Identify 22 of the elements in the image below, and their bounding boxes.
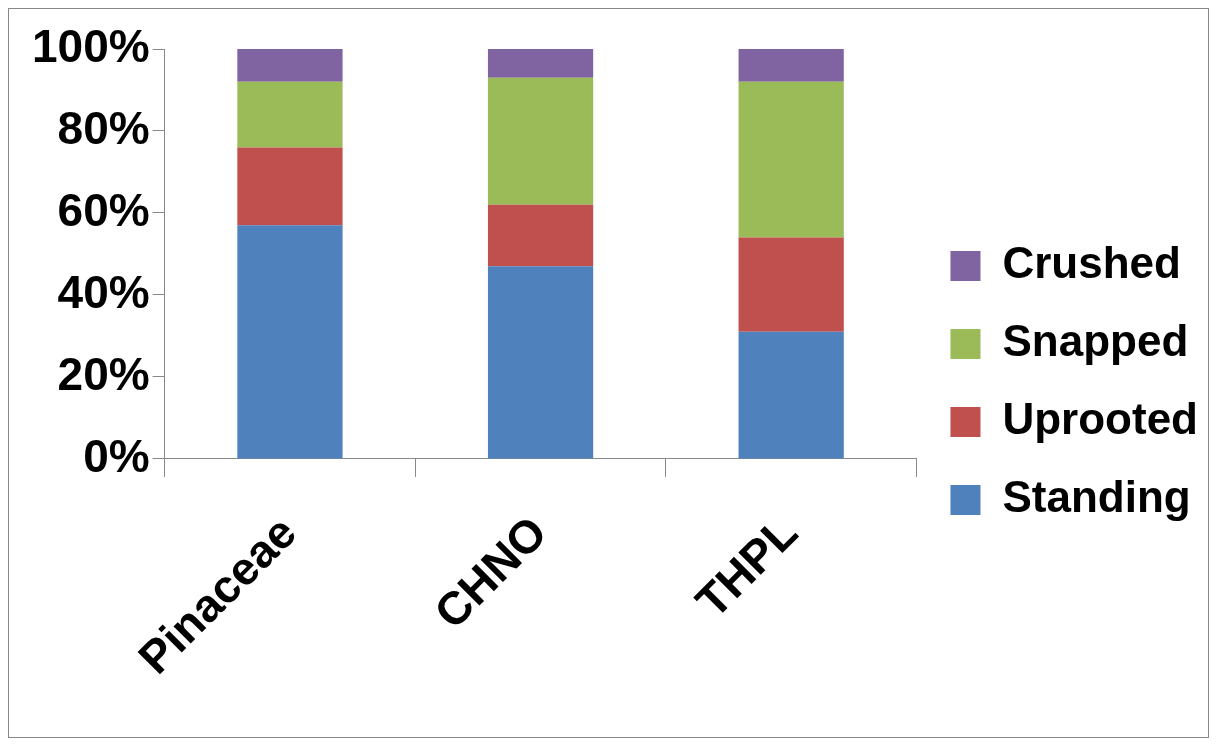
- bar: [237, 147, 343, 226]
- bar: [738, 331, 844, 459]
- bar: [487, 204, 594, 267]
- bar: [237, 225, 343, 459]
- y-tick-label: 40%: [57, 265, 150, 318]
- legend-label: Standing: [1002, 472, 1191, 522]
- bar: [487, 49, 594, 78]
- y-tick-label: 0%: [83, 429, 150, 482]
- y-tick-label: 100%: [31, 19, 150, 72]
- bar: [237, 49, 343, 82]
- bar: [487, 77, 594, 205]
- y-tick-label: 60%: [57, 183, 150, 236]
- bar: [738, 237, 844, 332]
- bar: [237, 81, 343, 148]
- y-tick-label: 20%: [57, 347, 150, 400]
- bar: [487, 266, 594, 459]
- legend-label: Uprooted: [1002, 394, 1198, 444]
- bar: [738, 81, 844, 238]
- bar: [738, 49, 844, 82]
- legend-label: Snapped: [1002, 316, 1189, 366]
- y-tick-label: 80%: [57, 101, 150, 154]
- legend-label: Crushed: [1002, 238, 1181, 288]
